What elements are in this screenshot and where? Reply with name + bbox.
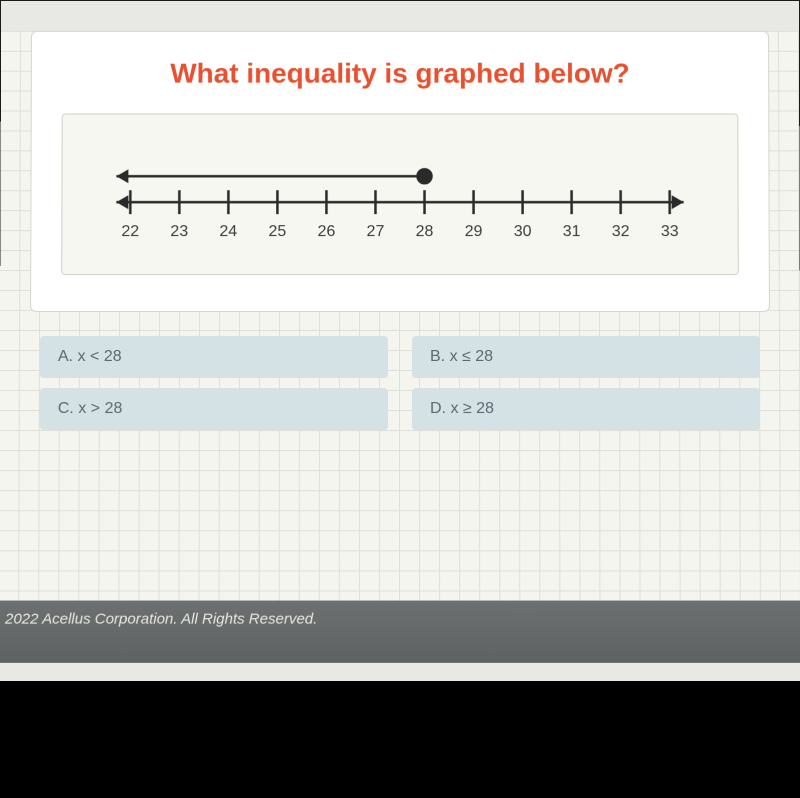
screen-area: What inequality is graphed below? 22 23 24…: [0, 1, 800, 681]
question-title: What inequality is graphed below?: [62, 58, 739, 90]
svg-text:28: 28: [416, 223, 434, 240]
number-line-panel: 22 23 24 25 26 27 28 29 30 31 32 33: [61, 113, 739, 275]
svg-text:31: 31: [563, 223, 581, 240]
answer-b-text: x ≤ 28: [450, 348, 493, 365]
answer-d-text: x ≥ 28: [450, 400, 494, 417]
svg-text:33: 33: [661, 223, 679, 240]
svg-text:24: 24: [219, 223, 237, 240]
svg-text:25: 25: [268, 223, 286, 240]
answer-b-button[interactable]: B. x ≤ 28: [412, 336, 760, 378]
svg-text:30: 30: [514, 223, 532, 240]
svg-text:29: 29: [465, 223, 483, 240]
answer-a-button[interactable]: A. x < 28: [40, 336, 388, 378]
svg-text:26: 26: [318, 223, 336, 240]
page-background: What inequality is graphed below? 22 23 24…: [0, 31, 800, 611]
svg-text:23: 23: [170, 223, 188, 240]
screen-bezel: [0, 680, 800, 798]
answer-c-button[interactable]: C. x > 28: [40, 388, 388, 430]
answer-d-button[interactable]: D. x ≥ 28: [412, 388, 760, 430]
answer-grid: A. x < 28 B. x ≤ 28 C. x > 28 D. x ≥ 28: [30, 336, 771, 430]
number-line-svg: 22 23 24 25 26 27 28 29 30 31 32 33: [100, 136, 700, 246]
answer-a-letter: A.: [58, 348, 73, 365]
answer-d-letter: D.: [430, 400, 446, 417]
svg-text:27: 27: [367, 223, 385, 240]
question-card: What inequality is graphed below? 22 23 24…: [30, 31, 770, 312]
copyright-footer: 2022 Acellus Corporation. All Rights Res…: [0, 601, 800, 663]
answer-b-letter: B.: [430, 348, 445, 365]
answer-a-text: x < 28: [78, 348, 122, 365]
svg-text:32: 32: [612, 223, 630, 240]
answer-c-text: x > 28: [78, 400, 122, 417]
answer-c-letter: C.: [58, 400, 74, 417]
copyright-text: 2022 Acellus Corporation. All Rights Res…: [5, 611, 317, 628]
svg-text:22: 22: [121, 223, 139, 240]
